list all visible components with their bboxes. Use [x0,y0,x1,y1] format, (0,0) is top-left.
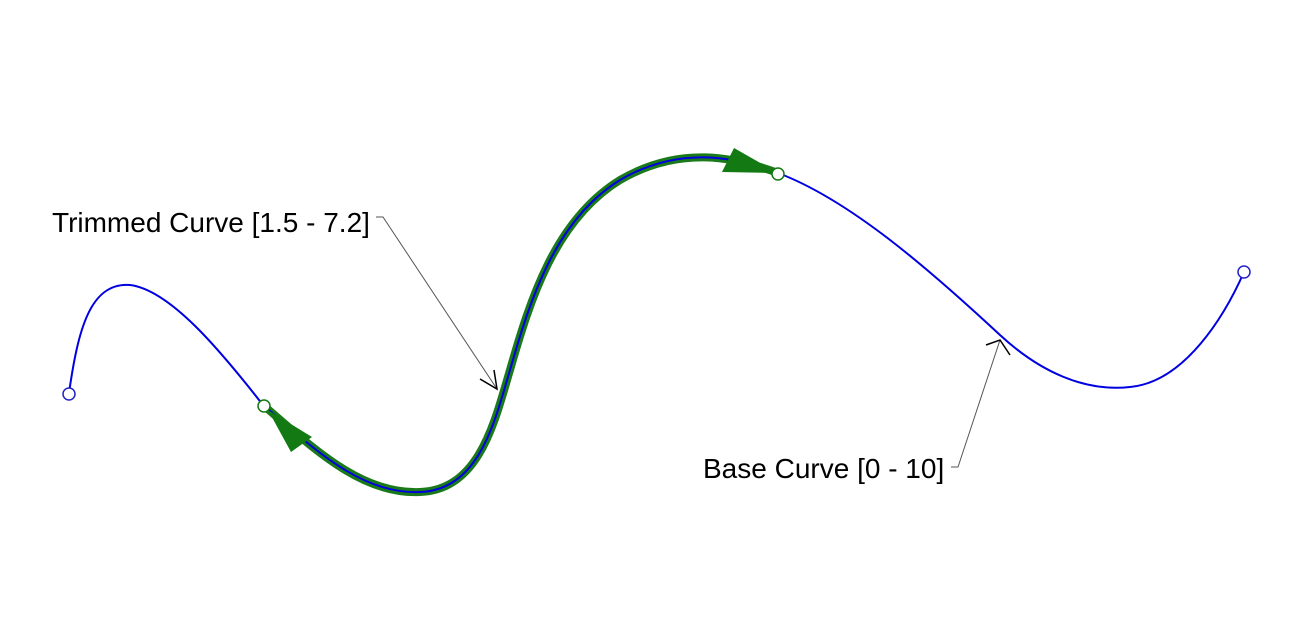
trimmed-start-arrow-icon [268,410,312,452]
base-leader [951,339,1011,468]
trimmed-start-point-icon [257,399,271,413]
trimmed-curve-label: Trimmed Curve [1.5 - 7.2] [52,207,370,238]
base-curve-label: Base Curve [0 - 10] [703,453,944,484]
base-curve [68,156,1245,494]
trimmed-end-arrow-icon [722,148,778,173]
trimmed-leader [376,216,498,391]
trimmed-end-point-icon [771,167,785,181]
base-end-point-icon [1237,265,1251,279]
base-start-point-icon [62,387,76,401]
